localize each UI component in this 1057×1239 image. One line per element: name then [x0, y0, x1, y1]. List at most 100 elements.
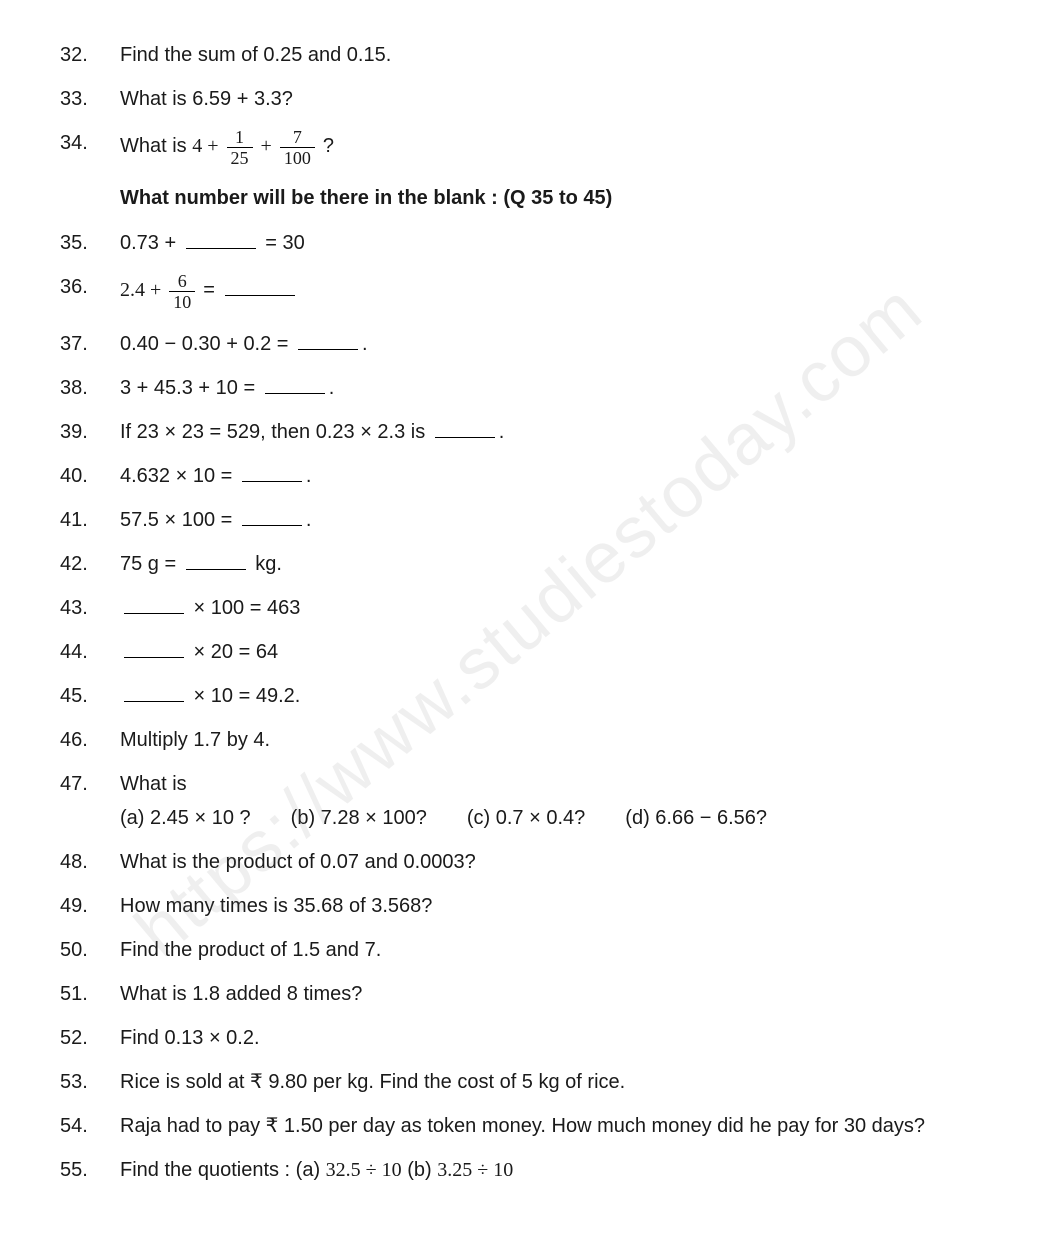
question-row: 45. × 10 = 49.2.: [60, 681, 997, 711]
question-text: 4.632 × 10 = .: [120, 461, 997, 491]
question-number: 34.: [60, 128, 120, 158]
question-text: × 100 = 463: [120, 593, 997, 623]
question-number: 45.: [60, 681, 120, 711]
question-text: What is the product of 0.07 and 0.0003?: [120, 847, 997, 877]
question-number: 46.: [60, 725, 120, 755]
question-text: 2.4 + 6 10 =: [120, 272, 997, 311]
question-row: 40. 4.632 × 10 = .: [60, 461, 997, 491]
question-number: 50.: [60, 935, 120, 965]
question-text: What is 1.8 added 8 times?: [120, 979, 997, 1009]
question-number: 44.: [60, 637, 120, 667]
q47-option-b: (b) 7.28 × 100?: [291, 803, 427, 833]
question-row: 46. Multiply 1.7 by 4.: [60, 725, 997, 755]
q41-pre: 57.5 × 100 =: [120, 509, 238, 531]
question-row: 37. 0.40 − 0.30 + 0.2 = .: [60, 329, 997, 359]
question-row: 34. What is 4 + 1 25 + 7 100 ?: [60, 128, 997, 167]
q42-pre: 75 g =: [120, 553, 182, 575]
question-row: 52. Find 0.13 × 0.2.: [60, 1023, 997, 1053]
question-text: 3 + 45.3 + 10 = .: [120, 373, 997, 403]
q47-option-d: (d) 6.66 − 6.56?: [625, 803, 767, 833]
question-text: What is (a) 2.45 × 10 ? (b) 7.28 × 100? …: [120, 769, 997, 833]
blank-line: [124, 595, 184, 614]
q39-pre: If 23 × 23 = 529, then 0.23 × 2.3 is: [120, 421, 431, 443]
q36-expression: 2.4 + 6 10: [120, 279, 203, 301]
q36-pre: 2.4: [120, 279, 145, 301]
q35-post: = 30: [260, 232, 305, 254]
question-number: 49.: [60, 891, 120, 921]
q38-pre: 3 + 45.3 + 10 =: [120, 377, 261, 399]
question-text: What is 6.59 + 3.3?: [120, 84, 997, 114]
question-number: 51.: [60, 979, 120, 1009]
question-text: What is 4 + 1 25 + 7 100 ?: [120, 128, 997, 167]
blank-line: [225, 277, 295, 296]
q34-whole: 4: [192, 135, 202, 157]
q45-post: × 10 = 49.2.: [188, 685, 300, 707]
question-number: 32.: [60, 40, 120, 70]
blank-line: [186, 230, 256, 249]
question-text: × 20 = 64: [120, 637, 997, 667]
question-row: 43. × 100 = 463: [60, 593, 997, 623]
question-number: 38.: [60, 373, 120, 403]
blank-line: [242, 463, 302, 482]
question-row: 33. What is 6.59 + 3.3?: [60, 84, 997, 114]
question-text: Find the product of 1.5 and 7.: [120, 935, 997, 965]
blank-line: [242, 507, 302, 526]
worksheet-page: https://www.studiestoday.com 32. Find th…: [0, 0, 1057, 1239]
question-row: 54. Raja had to pay ₹ 1.50 per day as to…: [60, 1111, 997, 1141]
q47-stem: What is: [120, 769, 997, 799]
question-row: 42. 75 g = kg.: [60, 549, 997, 579]
q39-post: .: [499, 421, 505, 443]
question-number: 42.: [60, 549, 120, 579]
question-row: 48. What is the product of 0.07 and 0.00…: [60, 847, 997, 877]
blank-line: [124, 683, 184, 702]
question-number: 48.: [60, 847, 120, 877]
blank-line: [265, 375, 325, 394]
q43-post: × 100 = 463: [188, 597, 300, 619]
q37-pre: 0.40 − 0.30 + 0.2 =: [120, 333, 294, 355]
question-text: 0.73 + = 30: [120, 228, 997, 258]
question-row: 41. 57.5 × 100 = .: [60, 505, 997, 535]
fraction-icon: 1 25: [227, 128, 253, 167]
q55-math2: 3.25 ÷ 10: [437, 1159, 513, 1181]
q55-pre: Find the quotients : (a): [120, 1159, 326, 1181]
denominator: 10: [169, 292, 195, 311]
question-text: Raja had to pay ₹ 1.50 per day as token …: [120, 1111, 997, 1141]
q47-option-a: (a) 2.45 × 10 ?: [120, 803, 251, 833]
section-heading: What number will be there in the blank :…: [120, 187, 997, 210]
blank-line: [186, 551, 246, 570]
q42-post: kg.: [250, 553, 282, 575]
question-row: 35. 0.73 + = 30: [60, 228, 997, 258]
question-row: 53. Rice is sold at ₹ 9.80 per kg. Find …: [60, 1067, 997, 1097]
question-row: 32. Find the sum of 0.25 and 0.15.: [60, 40, 997, 70]
question-text: 75 g = kg.: [120, 549, 997, 579]
q34-expression: 4 + 1 25 + 7 100: [192, 135, 323, 157]
question-number: 36.: [60, 272, 120, 302]
q44-post: × 20 = 64: [188, 641, 278, 663]
denominator: 25: [227, 148, 253, 167]
question-text: How many times is 35.68 of 3.568?: [120, 891, 997, 921]
question-row: 55. Find the quotients : (a) 32.5 ÷ 10 (…: [60, 1155, 997, 1185]
q34-pre: What is: [120, 135, 192, 157]
question-number: 35.: [60, 228, 120, 258]
q35-pre: 0.73 +: [120, 232, 182, 254]
q34-post: ?: [323, 135, 334, 157]
q41-post: .: [306, 509, 312, 531]
question-number: 33.: [60, 84, 120, 114]
numerator: 1: [227, 128, 253, 148]
question-number: 37.: [60, 329, 120, 359]
question-number: 53.: [60, 1067, 120, 1097]
question-text: Find the quotients : (a) 32.5 ÷ 10 (b) 3…: [120, 1155, 997, 1185]
q40-post: .: [306, 465, 312, 487]
q37-post: .: [362, 333, 368, 355]
question-row: 36. 2.4 + 6 10 =: [60, 272, 997, 311]
question-text: 0.40 − 0.30 + 0.2 = .: [120, 329, 997, 359]
fraction-icon: 7 100: [280, 128, 315, 167]
question-row: 47. What is (a) 2.45 × 10 ? (b) 7.28 × 1…: [60, 769, 997, 833]
question-number: 54.: [60, 1111, 120, 1141]
question-text: 57.5 × 100 = .: [120, 505, 997, 535]
q47-option-c: (c) 0.7 × 0.4?: [467, 803, 585, 833]
question-text: Rice is sold at ₹ 9.80 per kg. Find the …: [120, 1067, 997, 1097]
blank-line: [435, 419, 495, 438]
q40-pre: 4.632 × 10 =: [120, 465, 238, 487]
question-row: 38. 3 + 45.3 + 10 = .: [60, 373, 997, 403]
